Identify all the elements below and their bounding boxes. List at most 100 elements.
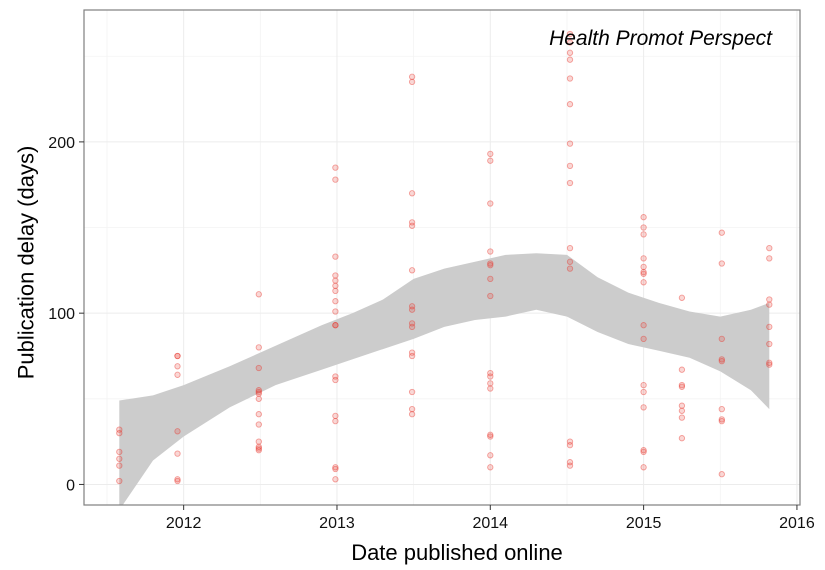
data-point (255, 421, 262, 428)
data-point (255, 388, 262, 396)
data-point (766, 340, 773, 348)
data-point (566, 244, 574, 252)
data-point (332, 373, 339, 380)
data-point (766, 359, 773, 366)
data-point (566, 75, 574, 82)
y-axis-title: Publication delay (days) (14, 146, 39, 380)
data-point (332, 298, 339, 305)
data-point (408, 405, 416, 413)
data-point (332, 322, 339, 329)
data-point (408, 388, 416, 396)
data-point (766, 301, 773, 308)
data-point (487, 464, 494, 471)
data-point (332, 412, 339, 420)
x-tick-label: 2014 (472, 515, 508, 532)
y-tick-label: 200 (48, 135, 75, 152)
x-axis-ticks: 2012 2013 2014 2015 2016 (166, 505, 815, 532)
data-point (332, 376, 339, 384)
data-point (408, 219, 416, 226)
data-point (408, 190, 416, 197)
data-point (487, 452, 494, 459)
data-point (487, 275, 494, 283)
data-point (566, 140, 574, 147)
data-point (566, 30, 574, 38)
data-point (174, 352, 181, 360)
data-point (640, 270, 647, 277)
data-point (408, 320, 416, 327)
y-tick-label: 0 (66, 477, 75, 494)
data-point (408, 352, 416, 360)
data-point (640, 214, 647, 221)
data-point (174, 450, 181, 457)
data-point (766, 296, 773, 303)
data-point (255, 411, 262, 418)
data-point (116, 429, 123, 437)
data-point (255, 344, 262, 351)
data-point (116, 455, 123, 462)
data-point (408, 78, 416, 86)
data-point (332, 272, 339, 279)
data-point (566, 459, 574, 466)
data-point (718, 357, 725, 365)
data-point (566, 101, 574, 108)
data-point (766, 361, 773, 368)
data-point (566, 265, 574, 272)
data-point (566, 56, 574, 63)
data-point (640, 224, 647, 231)
plot-frame (83, 9, 801, 506)
data-point (487, 200, 494, 207)
data-point (332, 476, 339, 483)
data-point (718, 416, 725, 423)
data-point (678, 381, 686, 389)
data-point (332, 322, 339, 329)
data-point (640, 231, 647, 238)
data-point (678, 435, 686, 442)
x-axis-title: Date published online (351, 540, 563, 565)
data-point (678, 407, 686, 414)
data-point (678, 294, 686, 301)
data-point (487, 292, 494, 300)
data-point (487, 248, 494, 255)
data-point (174, 428, 181, 435)
x-tick-label: 2013 (319, 515, 355, 532)
data-point (640, 322, 647, 329)
data-point (174, 352, 181, 360)
data-point (487, 157, 494, 164)
data-point (566, 179, 574, 187)
confidence-band (119, 253, 770, 505)
data-point (640, 448, 647, 456)
data-point (408, 411, 416, 418)
data-point (255, 291, 262, 298)
data-point (408, 349, 416, 356)
data-point (174, 477, 181, 485)
data-point (566, 39, 574, 46)
data-point (678, 383, 686, 390)
data-point (718, 417, 725, 425)
data-point (640, 381, 647, 389)
data-point (718, 471, 725, 478)
data-point (566, 258, 574, 265)
data-point (487, 373, 494, 380)
data-point (255, 445, 262, 452)
journal-annotation: Health Promot Perspect (549, 27, 773, 50)
data-point (640, 447, 647, 454)
data-point (566, 438, 574, 445)
data-point (487, 262, 494, 269)
data-point (566, 441, 574, 449)
data-point (678, 414, 686, 421)
data-point (332, 417, 339, 425)
data-point (718, 229, 725, 236)
data-point (116, 426, 123, 433)
data-point (640, 335, 647, 343)
data-point (408, 303, 416, 310)
data-point (487, 369, 494, 377)
data-point (255, 364, 262, 372)
data-point (116, 448, 123, 456)
x-tick-label: 2012 (166, 515, 202, 532)
data-point (487, 150, 494, 158)
x-tick-label: 2016 (779, 515, 815, 532)
data-point (640, 404, 647, 411)
data-point (487, 385, 494, 392)
data-point (332, 465, 339, 473)
data-point (255, 395, 262, 402)
